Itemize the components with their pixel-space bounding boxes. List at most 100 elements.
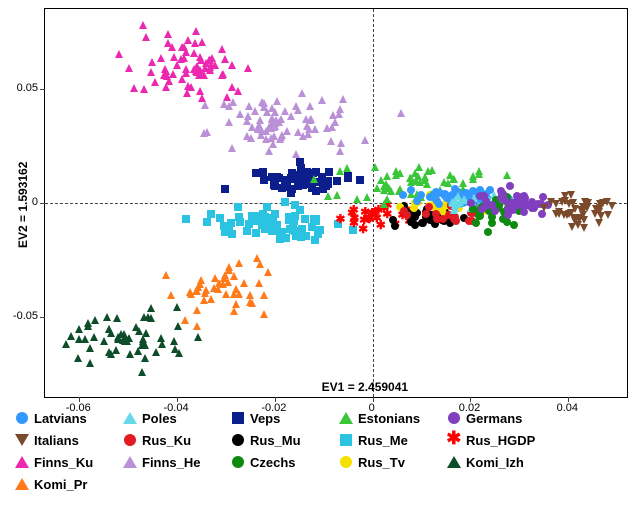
point-Rus_Me — [220, 222, 228, 230]
point-Rus_Mu — [389, 216, 397, 224]
point-Italians — [567, 191, 575, 199]
point-Latvians — [474, 197, 482, 205]
point-Finns_He — [268, 115, 276, 123]
point-Komi_Pr — [207, 295, 215, 303]
point-Finns_Ku — [223, 93, 231, 101]
point-Finns_He — [276, 135, 284, 143]
point-Estonians — [475, 167, 483, 175]
x-zero-line — [373, 9, 375, 397]
point-Finns_Ku — [221, 55, 229, 63]
point-Estonians — [446, 171, 454, 179]
point-Rus_Me — [276, 235, 284, 243]
point-Germans — [520, 194, 528, 202]
point-Finns_He — [228, 144, 236, 152]
point-Rus_Ku — [445, 211, 453, 219]
point-Poles — [467, 204, 475, 212]
point-Rus_Tv — [455, 204, 463, 212]
point-Finns_Ku — [191, 39, 199, 47]
point-Veps — [268, 173, 276, 181]
point-Rus_Mu — [435, 206, 443, 214]
point-Finns_Ku — [195, 71, 203, 79]
point-Finns_Ku — [182, 48, 190, 56]
point-Finns_He — [277, 115, 285, 123]
point-Komi_Pr — [248, 299, 256, 307]
point-Rus_Tv — [431, 198, 439, 206]
point-Rus_Tv — [438, 206, 446, 214]
point-Italians — [592, 205, 600, 213]
legend-item-Finns_Ku: Finns_Ku — [14, 451, 122, 473]
point-Komi_Izh — [134, 347, 142, 355]
point-Rus_Ku — [465, 217, 473, 225]
point-Rus_Mu — [419, 219, 427, 227]
point-Rus_Me — [266, 225, 274, 233]
point-Czechs — [484, 228, 492, 236]
point-Finns_He — [339, 95, 347, 103]
point-Finns_He — [336, 147, 344, 155]
point-Rus_Mu — [413, 209, 421, 217]
point-Rus_Ku — [432, 210, 440, 218]
point-Latvians — [447, 197, 455, 205]
point-Finns_He — [275, 118, 283, 126]
point-Finns_Ku — [192, 64, 200, 72]
point-Rus_Me — [225, 224, 233, 232]
point-Veps — [278, 184, 286, 192]
point-Komi_Izh — [107, 350, 115, 358]
legend-swatch-icon — [14, 476, 30, 492]
point-Veps — [259, 168, 267, 176]
point-Estonians — [423, 180, 431, 188]
point-Rus_Tv — [444, 200, 452, 208]
point-Veps — [287, 175, 295, 183]
point-Rus_Tv — [441, 211, 449, 219]
point-Komi_Izh — [105, 348, 113, 356]
point-Veps — [308, 184, 316, 192]
legend-swatch-icon — [230, 432, 246, 448]
point-Finns_He — [397, 109, 405, 117]
point-Veps — [318, 173, 326, 181]
point-Latvians — [469, 187, 477, 195]
legend-item-Komi_Izh: Komi_Izh — [446, 451, 554, 473]
point-Komi_Izh — [112, 346, 120, 354]
x-tick-label: -0.06 — [66, 402, 91, 414]
point-Rus_Me — [235, 213, 243, 221]
point-Finns_He — [298, 89, 306, 97]
point-Italians — [571, 217, 579, 225]
legend-label: Komi_Pr — [34, 477, 87, 492]
point-Rus_Me — [296, 206, 304, 214]
point-Rus_Mu — [403, 208, 411, 216]
point-Finns_Ku — [177, 55, 185, 63]
point-Italians — [561, 197, 569, 205]
legend-swatch-icon — [14, 410, 30, 426]
x-axis-label: EV1 = 2.459041 — [322, 380, 408, 394]
point-Rus_Me — [228, 230, 236, 238]
point-Latvians — [436, 189, 444, 197]
point-Czechs — [472, 219, 480, 227]
point-Estonians — [449, 192, 457, 200]
point-Finns_He — [287, 112, 295, 120]
point-Komi_Izh — [62, 340, 70, 348]
point-Italians — [599, 199, 607, 207]
point-Rus_HGDP: ✱ — [369, 209, 379, 219]
point-Poles — [470, 194, 478, 202]
point-Finns_He — [267, 124, 275, 132]
point-Komi_Pr — [235, 290, 243, 298]
point-Estonians — [385, 184, 393, 192]
point-Rus_Ku — [495, 201, 503, 209]
point-Rus_HGDP: ✱ — [373, 206, 383, 216]
point-Rus_HGDP: ✱ — [349, 218, 359, 228]
point-Rus_Ku — [425, 203, 433, 211]
point-Rus_Ku — [403, 211, 411, 219]
point-Komi_Pr — [215, 279, 223, 287]
point-Komi_Izh — [140, 313, 148, 321]
point-Estonians — [407, 178, 415, 186]
point-Rus_HGDP: ✱ — [347, 209, 357, 219]
point-Komi_Izh — [132, 323, 140, 331]
point-Finns_Ku — [147, 68, 155, 76]
point-Komi_Izh — [147, 304, 155, 312]
point-Rus_HGDP: ✱ — [382, 201, 392, 211]
point-Finns_Ku — [219, 70, 227, 78]
point-Finns_He — [267, 134, 275, 142]
point-Germans — [506, 182, 514, 190]
point-Rus_Me — [261, 217, 269, 225]
point-Komi_Izh — [194, 333, 202, 341]
point-Finns_Ku — [163, 72, 171, 80]
